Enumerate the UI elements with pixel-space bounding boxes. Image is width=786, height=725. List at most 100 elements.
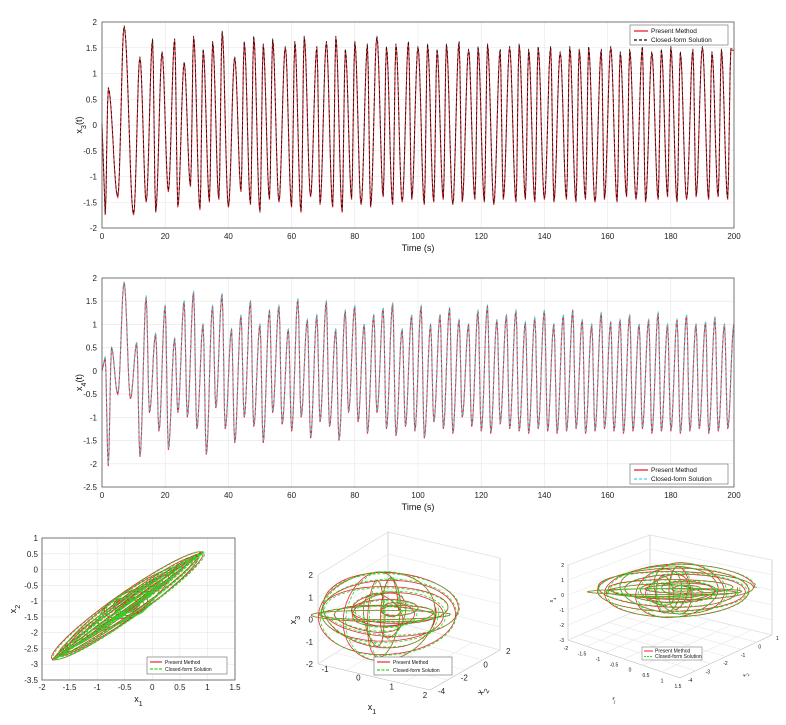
legend-box [629, 24, 729, 46]
y-tick-label: 2 [93, 18, 98, 27]
y-tick-label: -3 [706, 670, 711, 676]
y-axis-label-sub: 2 [483, 688, 491, 695]
z-tick-label: 2 [561, 563, 564, 569]
y-tick-label: -2.5 [83, 483, 97, 492]
y-tick-label: -1 [31, 597, 39, 606]
legend-label-closed: Closed-form Solution [655, 654, 702, 660]
x-tick-label: 80 [350, 232, 359, 241]
y-axis-label: x3(t) [74, 117, 88, 134]
y-axis-label-main: x [74, 386, 84, 391]
series-closed-form [52, 551, 205, 661]
x-tick-label: 1.5 [675, 684, 682, 690]
x-axis-label-sub: 1 [613, 699, 618, 705]
y-tick-label: -1.5 [83, 198, 97, 207]
y-tick-label: 0 [34, 566, 39, 575]
z-tick-label: 1 [309, 593, 314, 602]
y-axis-label: x2 [741, 670, 750, 679]
x-tick-label: 0 [150, 683, 155, 692]
y-tick-label: 2 [93, 274, 98, 283]
y-tick-label: 0.5 [27, 550, 39, 559]
legend-label-closed: Closed-form Solution [393, 668, 440, 674]
z-tick-label: -1 [306, 638, 314, 647]
y-tick-label: -2 [723, 661, 728, 667]
z-tick-label: -3 [560, 638, 565, 644]
x-tick-label: -1 [94, 683, 102, 692]
x-axis-label-sub: 1 [139, 701, 143, 708]
y-tick-label: -1.5 [24, 613, 38, 622]
x-tick-label: 120 [475, 491, 489, 500]
y-tick-label: -2 [90, 224, 98, 233]
x-tick-label: 0 [356, 674, 361, 683]
z-tick-label: -2 [560, 623, 565, 629]
z-tick-label: 0 [309, 616, 314, 625]
z-tick-label: -1 [560, 608, 565, 614]
x-tick-label: 200 [727, 491, 741, 500]
y-tick-label: 1 [776, 636, 779, 642]
y-tick-label: -1.5 [83, 437, 97, 446]
z-tick-label: 1 [561, 578, 564, 584]
x-tick-label: -2 [564, 646, 569, 652]
wall-grid [567, 548, 773, 581]
x-axis-label: Time (s) [402, 502, 435, 512]
x-tick-label: 60 [287, 232, 296, 241]
legend-label-closed: Closed-form Solution [651, 37, 712, 44]
y-tick-label: -1 [90, 173, 98, 182]
x1-x2-phase-chart: -2 -1.5 -1 -0.5 0 0.5 1 1.5 -3.5 -3 -2.5 -2 -1.5 -1 -0… [8, 534, 241, 708]
x-tick-label: 20 [161, 491, 170, 500]
x-tick-label: 0.5 [174, 683, 186, 692]
x-tick-label: 180 [664, 232, 678, 241]
x4-time-series-chart: 0 20 40 60 80 100 120 140 160 180 200-2.5-2-1.5-1-… [74, 274, 741, 512]
y-tick-label: -0.5 [83, 147, 97, 156]
z-tick-label: 2 [309, 571, 314, 580]
y-axis-label-tail: (t) [74, 374, 84, 383]
series-closed-form [101, 281, 735, 465]
y-axis-label-sub: 2 [745, 672, 751, 677]
x-axis-label: x1 [368, 702, 377, 716]
x-tick-label: -1.5 [578, 651, 587, 657]
x-tick-label: -1 [321, 665, 329, 674]
x-tick-label: 1 [205, 683, 210, 692]
y-tick-label: -2 [31, 629, 39, 638]
legend-label-closed: Closed-form Solution [651, 476, 712, 483]
x-tick-label: 0.5 [643, 673, 650, 679]
y-tick-label: 1.5 [86, 44, 98, 53]
y-tick-label: -1 [741, 653, 746, 659]
y-tick-label: 1 [93, 320, 98, 329]
plot-frame [41, 537, 236, 681]
y-axis-label: x4(t) [74, 374, 88, 391]
y-tick-label: 0 [483, 660, 488, 669]
x3-time-series-chart: 0 20 40 60 80 100 120 140 160 180 200-2-1.5-1-0.50… [74, 18, 741, 253]
y-axis-label-main: x [475, 687, 486, 696]
x-tick-label: 40 [224, 491, 233, 500]
y-axis-label-main: x [8, 608, 18, 613]
legend-box [629, 463, 729, 485]
z-axis-label-main: x [288, 619, 298, 624]
x-axis-label-main: x [134, 694, 139, 704]
y-tick-label: -0.5 [83, 390, 97, 399]
y-tick-label: 0.5 [86, 95, 98, 104]
x-tick-label: 80 [350, 491, 359, 500]
x-tick-label: -1 [596, 657, 601, 663]
y-tick-label: -2 [461, 674, 469, 683]
series-closed-form [101, 25, 734, 214]
y-tick-label: 0 [93, 121, 98, 130]
y-axis-label: x2 [8, 605, 22, 614]
x-tick-label: -2 [38, 683, 46, 692]
x-axis-label-main: x [368, 702, 373, 712]
z-tick-label: 0 [561, 593, 564, 599]
y-tick-label: -3.5 [24, 676, 38, 685]
legend-label-closed: Closed-form Solution [165, 667, 212, 673]
plot-frame [101, 277, 735, 488]
x-tick-label: 100 [411, 491, 425, 500]
floor-grid [622, 616, 742, 650]
y-axis-label-main: x [74, 128, 84, 133]
x-tick-label: 180 [664, 491, 678, 500]
x-tick-label: 200 [727, 232, 741, 241]
legend-label-present: Present Method [651, 467, 697, 474]
x-tick-label: 120 [475, 232, 489, 241]
z-tick-label: -2 [306, 660, 314, 669]
